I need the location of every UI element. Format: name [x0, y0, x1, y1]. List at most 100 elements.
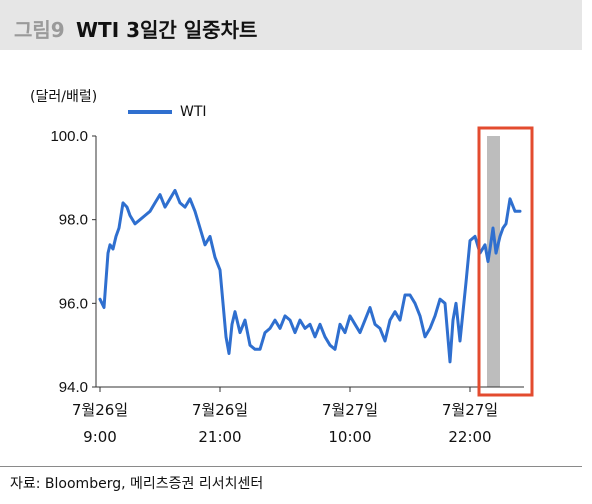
data-point	[359, 331, 361, 334]
data-point	[519, 210, 521, 213]
data-point	[222, 302, 224, 305]
data-point	[231, 323, 233, 326]
source-note: 자료: Bloomberg, 메리츠증권 리서치센터	[10, 476, 264, 492]
y-tick-label: 94.0	[59, 379, 88, 396]
x-tick-label-date: 7월27일	[442, 401, 498, 419]
data-point	[444, 302, 446, 305]
data-point	[439, 298, 441, 301]
data-point	[174, 189, 176, 192]
y-tick-label: 96.0	[59, 295, 88, 312]
series-line-wti	[98, 188, 522, 364]
data-point	[244, 319, 246, 321]
data-point	[334, 348, 336, 351]
data-point	[462, 310, 464, 313]
data-point	[487, 260, 489, 263]
data-point	[134, 222, 136, 225]
data-point	[314, 335, 316, 338]
data-point	[279, 327, 281, 330]
data-point	[469, 239, 471, 242]
data-point	[419, 314, 421, 317]
highlight-band	[487, 136, 500, 387]
data-point	[344, 331, 346, 334]
data-point	[399, 319, 401, 321]
legend-label-wti: WTI	[180, 104, 207, 120]
data-point	[194, 210, 196, 213]
data-point	[514, 210, 516, 213]
x-tick-label-time: 9:00	[83, 428, 117, 446]
data-point	[103, 306, 105, 309]
data-point	[189, 197, 191, 200]
data-point	[499, 235, 501, 238]
data-point	[228, 352, 230, 355]
chart-legend: WTI	[128, 104, 207, 120]
data-point	[429, 327, 431, 330]
data-point	[269, 327, 271, 330]
figure-title-bar: 그림9 WTI 3일간 일중차트	[0, 0, 582, 50]
data-point	[294, 331, 296, 334]
data-point	[144, 214, 146, 217]
legend-swatch-wti	[128, 110, 172, 114]
data-point	[112, 248, 114, 250]
data-point	[129, 214, 131, 217]
y-axis-unit: (달러/배럴)	[30, 89, 98, 105]
data-point	[455, 302, 457, 305]
data-point	[339, 323, 341, 326]
x-tick-label-date: 7월26일	[192, 401, 248, 419]
data-point	[264, 331, 266, 334]
data-point	[452, 319, 454, 321]
data-point	[239, 331, 241, 334]
data-point	[384, 340, 386, 342]
x-tick-label-date: 7월26일	[72, 401, 128, 419]
data-point	[179, 202, 181, 204]
figure-number: 그림9	[14, 18, 65, 42]
data-point	[199, 227, 201, 229]
data-point	[459, 340, 461, 342]
figure-title: WTI 3일간 일중차트	[76, 18, 258, 42]
data-point	[309, 323, 311, 326]
data-point	[159, 193, 161, 196]
data-point	[139, 218, 141, 221]
data-point	[474, 235, 476, 238]
data-point	[115, 235, 117, 238]
data-point	[126, 206, 128, 209]
y-tick-label: 100.0	[50, 128, 88, 145]
data-point	[424, 335, 426, 338]
data-point	[289, 319, 291, 321]
x-tick-label-time: 22:00	[448, 428, 491, 446]
data-point	[434, 314, 436, 317]
data-point	[154, 202, 156, 204]
y-tick-label: 98.0	[59, 212, 88, 229]
data-point	[249, 344, 251, 347]
data-point	[324, 335, 326, 338]
data-point	[389, 319, 391, 321]
x-tick-label-time: 21:00	[198, 428, 241, 446]
data-point	[284, 314, 286, 317]
data-point	[414, 302, 416, 305]
data-point	[214, 256, 216, 259]
data-point	[492, 227, 494, 229]
data-point	[404, 294, 406, 296]
data-point	[169, 197, 171, 200]
data-point	[107, 252, 109, 255]
data-point	[379, 327, 381, 330]
data-point	[489, 248, 491, 250]
data-point	[484, 243, 486, 246]
data-point	[225, 335, 227, 338]
data-point	[259, 348, 261, 351]
data-point	[118, 227, 120, 229]
highlight-box	[477, 126, 534, 397]
data-point	[164, 206, 166, 209]
data-point	[184, 206, 186, 209]
data-point	[354, 323, 356, 326]
data-point	[299, 319, 301, 321]
data-point	[274, 319, 276, 321]
data-point	[509, 197, 511, 200]
data-point	[204, 243, 206, 246]
data-point	[449, 361, 451, 363]
data-point	[349, 314, 351, 317]
data-point	[465, 281, 467, 284]
data-point	[99, 298, 101, 301]
data-point	[254, 348, 256, 351]
data-point	[149, 210, 151, 213]
